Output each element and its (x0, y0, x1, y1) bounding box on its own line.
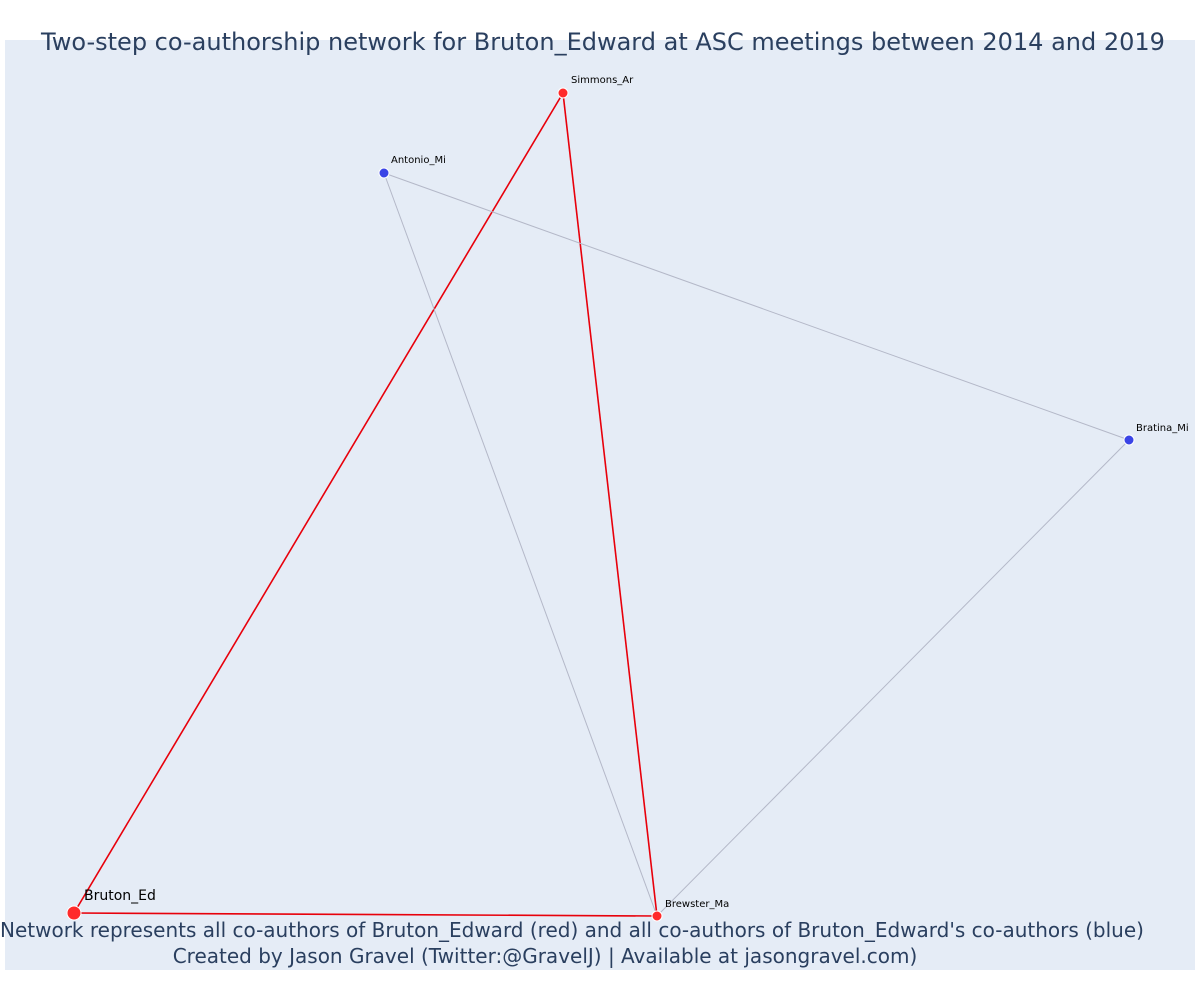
edge-Bruton_Ed-Brewster_Ma (73, 912, 658, 917)
node-label-Antonio_Mi: Antonio_Mi (391, 155, 446, 166)
nodes-layer (66, 87, 1135, 922)
node-Antonio_Mi[interactable] (378, 167, 390, 179)
plot-area (5, 40, 1195, 970)
edge-Simmons_Ar-Brewster_Ma (562, 92, 658, 917)
caption-line-1: Network represents all co-authors of Bru… (0, 918, 1144, 942)
edge-Antonio_Mi-Brewster_Ma (383, 172, 658, 917)
edge-Antonio_Mi-Bratina_Mi (383, 172, 1130, 441)
node-label-Simmons_Ar: Simmons_Ar (571, 75, 634, 86)
edge-Bruton_Ed-Simmons_Ar (73, 92, 564, 914)
node-Simmons_Ar[interactable] (557, 87, 569, 99)
node-Brewster_Ma[interactable] (651, 910, 663, 922)
node-Bratina_Mi[interactable] (1123, 434, 1135, 446)
node-label-Bruton_Ed: Bruton_Ed (84, 888, 156, 904)
edge-Bratina_Mi-Brewster_Ma (656, 439, 1130, 917)
node-label-Bratina_Mi: Bratina_Mi (1136, 423, 1189, 434)
labels-layer: Bruton_Ed Simmons_Ar Brewster_Ma Antonio_Mi… (84, 75, 1189, 910)
node-Bruton_Ed[interactable] (66, 905, 82, 921)
chart-title: Two-step co-authorship network for Bruto… (41, 28, 1165, 56)
caption-line-2: Created by Jason Gravel (Twitter:@Gravel… (172, 944, 918, 968)
edges-layer (73, 92, 1130, 917)
node-label-Brewster_Ma: Brewster_Ma (665, 899, 729, 910)
